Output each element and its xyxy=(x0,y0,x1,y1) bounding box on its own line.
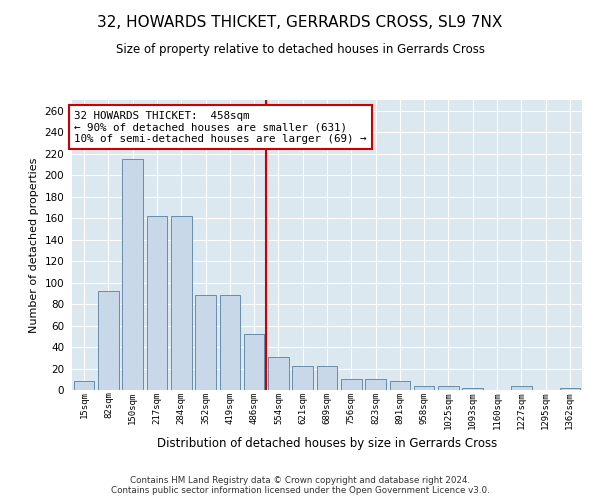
Bar xyxy=(389,382,410,390)
Bar xyxy=(292,366,313,390)
Text: 32, HOWARDS THICKET, GERRARDS CROSS, SL9 7NX: 32, HOWARDS THICKET, GERRARDS CROSS, SL9… xyxy=(97,15,503,30)
Bar xyxy=(268,356,289,390)
Text: 32 HOWARDS THICKET:  458sqm
← 90% of detached houses are smaller (631)
10% of se: 32 HOWARDS THICKET: 458sqm ← 90% of deta… xyxy=(74,110,367,144)
Bar xyxy=(414,386,434,390)
Bar xyxy=(122,159,143,390)
Text: Contains HM Land Registry data © Crown copyright and database right 2024.
Contai: Contains HM Land Registry data © Crown c… xyxy=(110,476,490,495)
Y-axis label: Number of detached properties: Number of detached properties xyxy=(29,158,39,332)
Bar xyxy=(195,296,216,390)
Bar xyxy=(317,366,337,390)
Bar xyxy=(220,296,240,390)
Bar xyxy=(146,216,167,390)
X-axis label: Distribution of detached houses by size in Gerrards Cross: Distribution of detached houses by size … xyxy=(157,438,497,450)
Bar xyxy=(438,386,459,390)
Bar xyxy=(560,388,580,390)
Bar xyxy=(341,380,362,390)
Bar xyxy=(463,388,483,390)
Bar xyxy=(74,382,94,390)
Bar xyxy=(171,216,191,390)
Bar xyxy=(244,334,265,390)
Bar xyxy=(511,386,532,390)
Bar xyxy=(365,380,386,390)
Bar xyxy=(98,291,119,390)
Text: Size of property relative to detached houses in Gerrards Cross: Size of property relative to detached ho… xyxy=(115,42,485,56)
